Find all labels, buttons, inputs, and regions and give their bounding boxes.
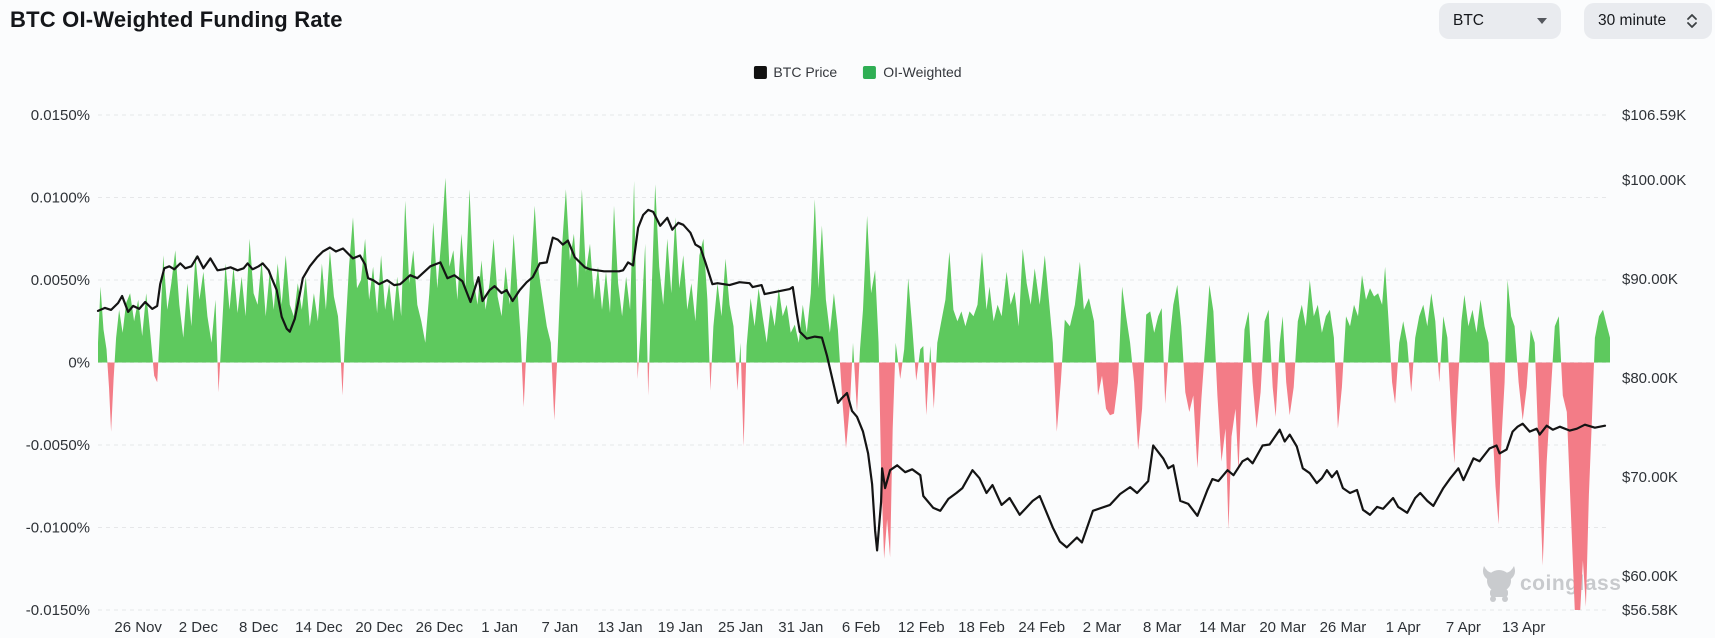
watermark-text: coinglass <box>1520 572 1621 595</box>
oi-weighted-label: OI-Weighted <box>883 64 962 80</box>
coinglass-goat-icon <box>1483 566 1515 602</box>
x-axis-tick: 19 Jan <box>658 619 703 636</box>
x-axis-date-labels: 26 Nov 2 Dec 8 Dec 14 Dec 20 Dec 26 Dec 1 Jan 7… <box>114 619 1545 636</box>
chart-controls: BTC 30 minute <box>1439 3 1712 39</box>
page-title: BTC OI-Weighted Funding Rate <box>10 7 343 32</box>
x-axis-tick: 2 Mar <box>1083 619 1121 636</box>
x-axis-tick: 24 Feb <box>1018 619 1065 636</box>
x-axis-tick: 31 Jan <box>778 619 823 636</box>
right-axis-tick: $80.00K <box>1622 370 1678 387</box>
left-axis-tick: -0.0150% <box>26 602 90 619</box>
right-axis-tick: $100.00K <box>1622 172 1686 189</box>
x-axis-tick: 14 Mar <box>1199 619 1246 636</box>
legend-item-oi-weighted[interactable]: OI-Weighted <box>863 64 962 80</box>
symbol-select-value: BTC <box>1453 12 1484 29</box>
x-axis-tick: 20 Dec <box>355 619 403 636</box>
x-axis-tick: 1 Apr <box>1386 619 1421 636</box>
right-axis-tick: $90.00K <box>1622 271 1678 288</box>
right-axis-tick: $60.00K <box>1622 568 1678 585</box>
btc-price-label: BTC Price <box>773 64 838 80</box>
right-axis-tick: $70.00K <box>1622 469 1678 486</box>
interval-select-value: 30 minute <box>1598 12 1667 29</box>
x-axis-tick: 18 Feb <box>958 619 1005 636</box>
legend: BTC Price OI-Weighted <box>753 64 962 80</box>
symbol-select[interactable]: BTC <box>1439 3 1561 39</box>
x-axis-tick: 2 Dec <box>179 619 219 636</box>
x-axis-tick: 13 Jan <box>598 619 643 636</box>
x-axis-tick: 7 Jan <box>541 619 578 636</box>
left-axis-labels: 0.0150% 0.0100% 0.0050% 0% -0.0050% -0.0100% -… <box>26 107 90 619</box>
x-axis-tick: 26 Nov <box>114 619 162 636</box>
x-axis-tick: 12 Feb <box>898 619 945 636</box>
right-axis-tick: $106.59K <box>1622 107 1686 124</box>
right-axis-tick: $56.58K <box>1622 602 1678 619</box>
x-axis-tick: 26 Mar <box>1320 619 1367 636</box>
watermark: coinglass <box>1483 566 1621 602</box>
x-axis-tick: 6 Feb <box>842 619 880 636</box>
spinner-updown-icon <box>1687 14 1697 28</box>
left-axis-tick: 0.0100% <box>31 190 90 207</box>
left-axis-tick: 0.0150% <box>31 107 90 124</box>
left-axis-tick: 0.0050% <box>31 272 90 289</box>
x-axis-tick: 13 Apr <box>1502 619 1545 636</box>
oi-weighted-swatch <box>863 65 877 79</box>
legend-item-btc-price[interactable]: BTC Price <box>753 64 837 80</box>
left-axis-tick: -0.0100% <box>26 520 90 537</box>
chevron-down-icon <box>1537 18 1547 24</box>
x-axis-tick: 8 Mar <box>1143 619 1181 636</box>
btc-price-swatch <box>753 65 767 79</box>
x-axis-tick: 25 Jan <box>718 619 763 636</box>
x-axis-tick: 7 Apr <box>1446 619 1481 636</box>
btc-price-line <box>96 208 1607 552</box>
x-axis-tick: 26 Dec <box>416 619 464 636</box>
funding-area-series <box>98 177 1610 610</box>
left-axis-tick: 0% <box>68 355 90 372</box>
x-axis-tick: 1 Jan <box>481 619 518 636</box>
right-axis-labels: $106.59K $100.00K $90.00K $80.00K $70.00K $60… <box>1622 107 1686 619</box>
x-axis-tick: 8 Dec <box>239 619 279 636</box>
x-axis-tick: 20 Mar <box>1259 619 1306 636</box>
x-axis-tick: 14 Dec <box>295 619 343 636</box>
interval-select[interactable]: 30 minute <box>1584 3 1712 39</box>
left-axis-tick: -0.0050% <box>26 437 90 454</box>
